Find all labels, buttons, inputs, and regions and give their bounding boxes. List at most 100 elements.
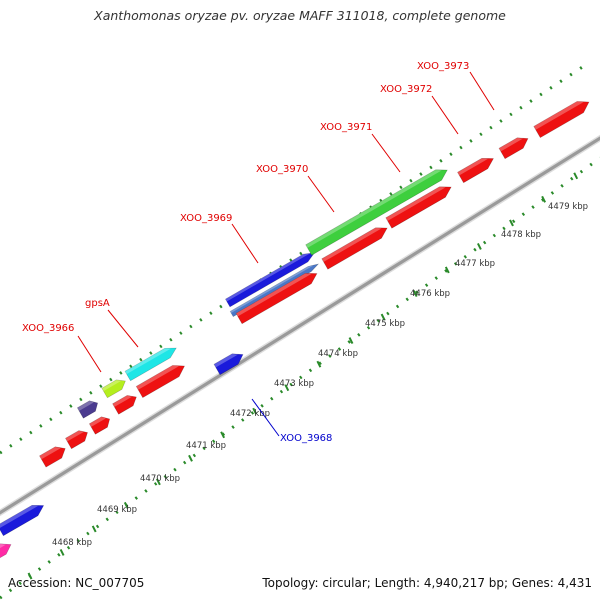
inner-scale-line — [0, 156, 600, 600]
gene-cyan[interactable] — [124, 343, 179, 382]
scale-tick — [316, 360, 322, 368]
kbp-tick-label: 4479 kbp — [548, 202, 588, 212]
kbp-tick-label: 4471 kbp — [186, 441, 226, 451]
gene-gpsa[interactable] — [101, 376, 128, 399]
gene-xoo3968[interactable] — [213, 349, 246, 376]
gene-label-gpsa[interactable]: gpsA — [85, 298, 110, 309]
gene-label-xoo3968[interactable]: XOO_3968 — [280, 433, 332, 444]
gene-arrow-body — [88, 416, 111, 435]
gene-arrow-body — [65, 430, 88, 450]
gene-arrow-body — [457, 158, 494, 184]
gene-arrow-highlight — [533, 101, 584, 130]
scale-tick — [91, 525, 97, 533]
gene-red-j[interactable] — [498, 133, 531, 160]
scale-tick — [348, 337, 354, 345]
outer-scale-line — [0, 60, 591, 455]
kbp-tick-label: 4469 kbp — [97, 505, 137, 515]
gene-arrow-highlight — [101, 379, 122, 392]
gene-arrow-highlight — [0, 505, 39, 529]
gene-arrow-highlight — [89, 416, 106, 427]
kbp-tick-label: 4478 kbp — [501, 230, 541, 240]
leader-line — [107, 309, 139, 348]
scale-tick — [284, 384, 290, 392]
gene-arrow-highlight — [321, 227, 382, 262]
gene-arrow-highlight — [499, 137, 523, 152]
gene-xoo3971-green[interactable] — [305, 165, 451, 256]
accession-label: Accession: NC_007705 — [8, 576, 145, 590]
gene-arrow-highlight — [236, 273, 312, 317]
gene-label-xoo3966[interactable]: XOO_3966 — [22, 323, 74, 334]
gene-arrow-highlight — [39, 446, 61, 460]
gene-red-k[interactable] — [533, 96, 592, 139]
gene-arrow-body — [0, 505, 45, 537]
genome-backbone — [0, 136, 600, 515]
kbp-tick-label: 4468 kbp — [52, 538, 92, 548]
kbp-tick-label: 4475 kbp — [365, 319, 405, 329]
gene-bottom-blue[interactable] — [0, 500, 47, 537]
gene-arrow-body — [76, 400, 99, 419]
kbp-tick-label: 4474 kbp — [318, 349, 358, 359]
gene-arrow-body — [235, 273, 318, 325]
gene-red-d[interactable] — [112, 392, 140, 415]
gene-arrow-body — [112, 395, 137, 415]
gene-arrow-body — [0, 543, 12, 566]
scale-tick — [509, 219, 514, 227]
gene-arrow-body — [124, 347, 177, 382]
gene-arrow-body — [385, 186, 452, 229]
gene-arrow-body — [305, 169, 448, 256]
gene-label-xoo3972[interactable]: XOO_3972 — [380, 84, 432, 95]
genome-stats-label: Topology: circular; Length: 4,940,217 bp… — [262, 576, 592, 590]
gene-label-xoo3973[interactable]: XOO_3973 — [417, 61, 469, 72]
gene-red-f[interactable] — [235, 268, 320, 325]
scale-tick — [541, 195, 546, 203]
scale-tick — [27, 572, 33, 580]
leader-line — [77, 335, 102, 373]
kbp-tick-label: 4472 kbp — [230, 409, 270, 419]
gene-arrow-body — [225, 252, 315, 308]
gene-arrow-body — [135, 365, 185, 399]
scale-tick — [156, 478, 161, 486]
scale-tick — [477, 242, 482, 250]
scale-tick — [252, 407, 258, 415]
gene-arrow-highlight — [136, 365, 179, 390]
gene-label-xoo3969[interactable]: XOO_3969 — [180, 213, 232, 224]
gene-arrow-body — [101, 379, 126, 399]
leader-line — [431, 95, 459, 135]
scale-tick — [188, 454, 193, 462]
gene-xoo3969-blue[interactable] — [225, 249, 316, 308]
gene-xoo3966[interactable] — [76, 398, 100, 419]
gene-xoo3969-steel[interactable] — [229, 261, 320, 318]
scale-tick — [573, 172, 579, 180]
gene-red-a[interactable] — [39, 443, 68, 468]
leader-line — [231, 223, 259, 264]
gene-red-i[interactable] — [457, 153, 497, 184]
page-title: Xanthomonas oryzae pv. oryzae MAFF 31101… — [94, 8, 506, 23]
gene-red-e[interactable] — [135, 360, 188, 399]
gene-arrow-body — [213, 353, 244, 376]
gene-arrow-body — [533, 101, 590, 139]
gene-arrow-body — [229, 263, 320, 318]
gene-arrow-highlight — [385, 186, 446, 221]
scale-tick — [444, 266, 450, 274]
gene-red-b[interactable] — [65, 427, 90, 450]
gene-arrow-body — [39, 446, 66, 468]
gene-arrow-highlight — [65, 430, 84, 442]
gene-bottom-magenta[interactable] — [0, 539, 14, 566]
gene-label-xoo3970[interactable]: XOO_3970 — [256, 164, 308, 175]
gene-arrow-body — [321, 227, 388, 270]
gene-red-h[interactable] — [385, 182, 454, 229]
gene-red-g[interactable] — [321, 223, 390, 270]
gene-red-c[interactable] — [88, 414, 112, 435]
kbp-tick-label: 4477 kbp — [455, 259, 495, 269]
leader-line — [469, 71, 495, 111]
gene-label-xoo3971[interactable]: XOO_3971 — [320, 122, 372, 133]
gene-arrow-highlight — [77, 400, 94, 411]
gene-arrow-highlight — [225, 253, 310, 302]
scale-tick — [220, 431, 225, 439]
leader-line — [307, 175, 335, 213]
kbp-tick-label: 4470 kbp — [140, 474, 180, 484]
gene-arrow-highlight — [112, 395, 133, 407]
gene-arrow-body — [498, 137, 529, 160]
